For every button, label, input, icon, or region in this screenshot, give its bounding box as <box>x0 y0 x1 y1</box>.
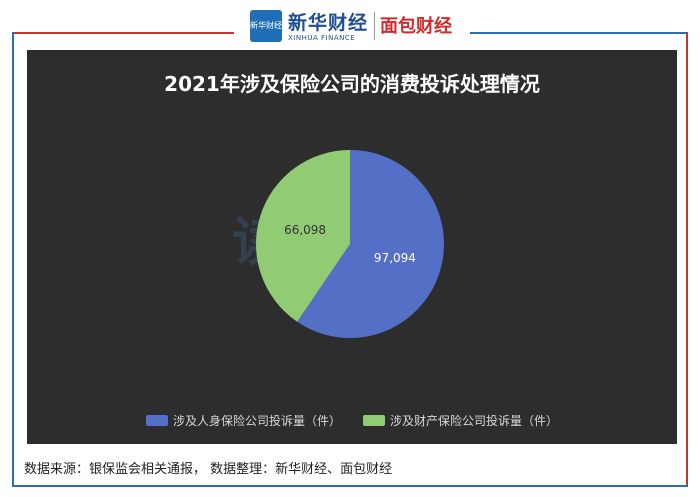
legend-swatch-life <box>145 415 168 426</box>
frame-line-left <box>12 32 14 487</box>
frame-line-right <box>686 32 688 487</box>
xinhua-finance-logo: 新华财经 <box>288 12 369 34</box>
frame-line-top-left <box>12 32 234 34</box>
legend-swatch-property <box>363 415 385 426</box>
frame-line-bottom <box>12 485 688 487</box>
frame-line-top-right <box>470 32 688 34</box>
xinhua-logo-icon: 新华财经 <box>250 10 282 42</box>
pie-slice-property[interactable] <box>256 150 350 322</box>
data-source-note: 数据来源：银保监会相关通报， 数据整理：新华财经、面包财经 <box>24 462 393 477</box>
logo-divider <box>374 12 375 40</box>
pie-chart: 97,094 66,098 <box>256 150 444 339</box>
legend-item-property[interactable]: 涉及财产保险公司投诉量（件） <box>363 412 558 429</box>
data-label-life: 97,094 <box>374 251 416 265</box>
logo-bar: 新华财经 新华财经 XINHUA FINANCE 面包财经 <box>250 8 455 48</box>
pie-slice-life[interactable] <box>297 150 444 339</box>
mianbao-finance-logo: 面包财经 <box>380 16 452 37</box>
xinhua-finance-english: XINHUA FINANCE <box>288 34 356 42</box>
legend-label-life: 涉及人身保险公司投诉量（件） <box>172 414 341 428</box>
legend-label-property: 涉及财产保险公司投诉量（件） <box>390 414 559 428</box>
legend-item-life[interactable]: 涉及人身保险公司投诉量（件） <box>145 412 341 429</box>
chart-legend: 涉及人身保险公司投诉量（件） 涉及财产保险公司投诉量（件） <box>27 412 677 429</box>
chart-title: 2021年涉及保险公司的消费投诉处理情况 <box>164 72 540 96</box>
data-label-property: 66,098 <box>284 223 326 237</box>
